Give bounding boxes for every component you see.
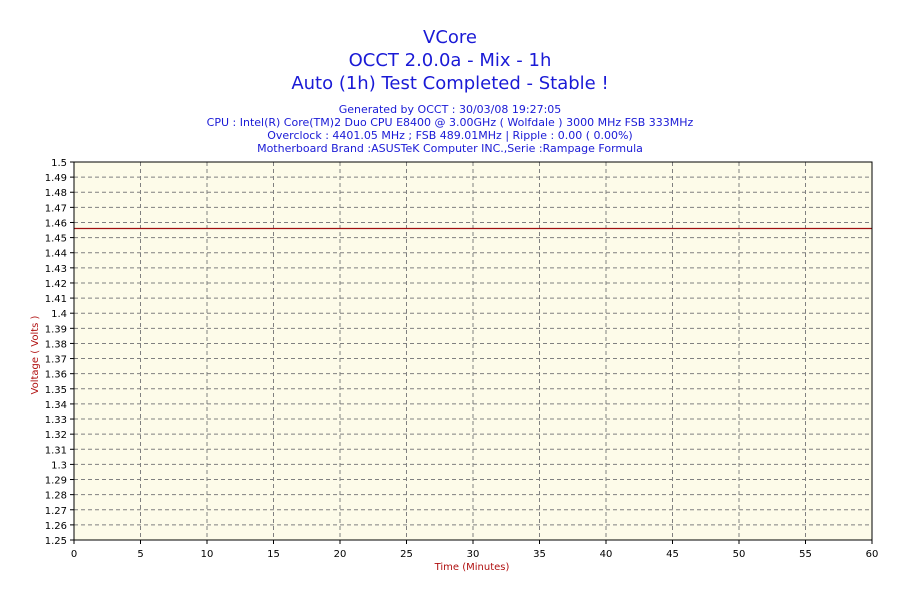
y-tick-label: 1.32: [45, 430, 67, 441]
y-tick-label: 1.36: [45, 370, 67, 381]
x-tick-label: 55: [799, 549, 812, 560]
chart-subtitle-status: Auto (1h) Test Completed - Stable !: [291, 73, 609, 94]
x-tick-label: 15: [267, 549, 280, 560]
y-tick-label: 1.31: [45, 445, 67, 456]
chart-subtitle-version: OCCT 2.0.0a - Mix - 1h: [348, 50, 552, 71]
y-tick-label: 1.4: [51, 309, 67, 320]
chart-title: VCore: [423, 27, 477, 48]
y-tick-label: 1.49: [45, 173, 67, 184]
x-tick-label: 30: [467, 549, 480, 560]
info-cpu: CPU : Intel(R) Core(TM)2 Duo CPU E8400 @…: [206, 116, 694, 129]
x-tick-label: 45: [666, 549, 679, 560]
y-tick-label: 1.25: [45, 536, 67, 547]
y-tick-label: 1.26: [45, 521, 67, 532]
info-overclock: Overclock : 4401.05 MHz ; FSB 489.01MHz …: [267, 129, 633, 142]
x-tick-label: 60: [866, 549, 879, 560]
y-tick-label: 1.39: [45, 324, 67, 335]
info-motherboard: Motherboard Brand :ASUSTeK Computer INC.…: [257, 142, 643, 155]
y-tick-label: 1.34: [45, 400, 67, 411]
y-tick-label: 1.41: [45, 294, 67, 305]
y-tick-label: 1.47: [45, 203, 67, 214]
y-tick-label: 1.38: [45, 339, 67, 350]
y-tick-label: 1.35: [45, 385, 67, 396]
y-tick-label: 1.37: [45, 355, 67, 366]
x-tick-label: 40: [600, 549, 613, 560]
y-tick-label: 1.33: [45, 415, 67, 426]
x-tick-label: 35: [533, 549, 546, 560]
y-tick-label: 1.27: [45, 506, 67, 517]
y-tick-label: 1.43: [45, 264, 67, 275]
y-axis-label: Voltage ( Volts ): [30, 315, 41, 395]
y-tick-label: 1.44: [45, 249, 67, 260]
x-tick-label: 5: [137, 549, 143, 560]
info-generated: Generated by OCCT : 30/03/08 19:27:05: [338, 103, 562, 116]
y-tick-label: 1.3: [51, 460, 67, 471]
x-tick-label: 0: [71, 549, 77, 560]
y-tick-label: 1.46: [45, 218, 67, 229]
y-tick-label: 1.29: [45, 476, 67, 487]
x-tick-label: 50: [733, 549, 746, 560]
x-tick-label: 10: [201, 549, 214, 560]
y-tick-label: 1.28: [45, 491, 67, 502]
plot-border: [73, 161, 873, 541]
y-tick-label: 1.48: [45, 188, 67, 199]
x-tick-label: 25: [400, 549, 413, 560]
x-tick-label: 20: [334, 549, 347, 560]
x-axis-label: Time (Minutes): [434, 562, 510, 573]
y-tick-label: 1.42: [45, 279, 67, 290]
y-tick-label: 1.45: [45, 234, 67, 245]
y-tick-label: 1.5: [51, 158, 67, 169]
